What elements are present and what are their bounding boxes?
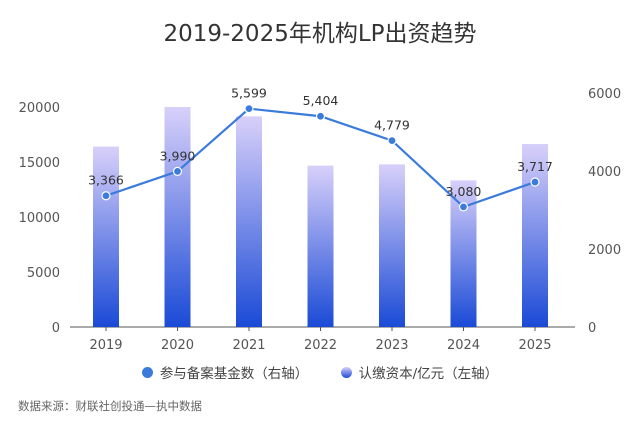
line-point — [530, 177, 540, 187]
bar — [307, 165, 334, 327]
data-label: 5,599 — [231, 86, 267, 101]
data-label: 3,717 — [517, 159, 553, 174]
left-tick-label: 0 — [52, 321, 60, 336]
left-tick-label: 20000 — [19, 101, 60, 116]
line-point — [172, 166, 183, 176]
data-label: 3,990 — [160, 148, 196, 163]
left-tick-label: 5000 — [27, 266, 60, 281]
data-label: 5,404 — [303, 93, 339, 108]
x-tick-label: 2021 — [232, 338, 265, 353]
legend: 参与备案基金数（右轴） 认缴资本/亿元（左轴） — [0, 362, 640, 382]
right-tick-label: 0 — [588, 321, 596, 336]
chart-title: 2019-2025年机构LP出资趋势 — [163, 21, 477, 47]
data-label: 3,080 — [446, 184, 482, 199]
legend-item-line[interactable]: 参与备案基金数（右轴） — [141, 362, 309, 382]
x-tick-label: 2022 — [304, 338, 337, 353]
legend-line-marker — [141, 366, 153, 378]
line-point — [244, 104, 254, 114]
data-label: 3,366 — [88, 173, 124, 188]
bar — [236, 116, 262, 327]
legend-item-bar[interactable]: 认缴资本/亿元（左轴） — [340, 362, 499, 382]
x-tick-label: 2025 — [518, 338, 551, 353]
bar — [93, 146, 119, 327]
line-point — [458, 202, 469, 212]
legend-bar-marker — [340, 366, 352, 378]
x-tick-label: 2019 — [89, 338, 122, 353]
bar — [164, 107, 191, 327]
x-tick-label: 2023 — [375, 338, 408, 353]
bar — [379, 164, 405, 327]
line-point — [387, 136, 397, 146]
right-tick-label: 2000 — [588, 243, 621, 258]
bar — [522, 143, 548, 327]
legend-label: 认缴资本/亿元（左轴） — [358, 366, 499, 382]
right-tick-label: 6000 — [588, 87, 621, 102]
left-tick-label: 15000 — [19, 156, 60, 171]
left-tick-label: 10000 — [19, 211, 60, 226]
x-tick-label: 2024 — [447, 338, 480, 353]
legend-label: 参与备案基金数（右轴） — [159, 366, 309, 382]
right-tick-label: 4000 — [588, 165, 621, 180]
data-label: 4,779 — [374, 118, 410, 133]
x-tick-label: 2020 — [161, 338, 194, 353]
source-note: 数据来源：财联社创投通—执中数据 — [18, 399, 202, 413]
line-point — [315, 111, 326, 121]
line-point — [101, 191, 111, 201]
